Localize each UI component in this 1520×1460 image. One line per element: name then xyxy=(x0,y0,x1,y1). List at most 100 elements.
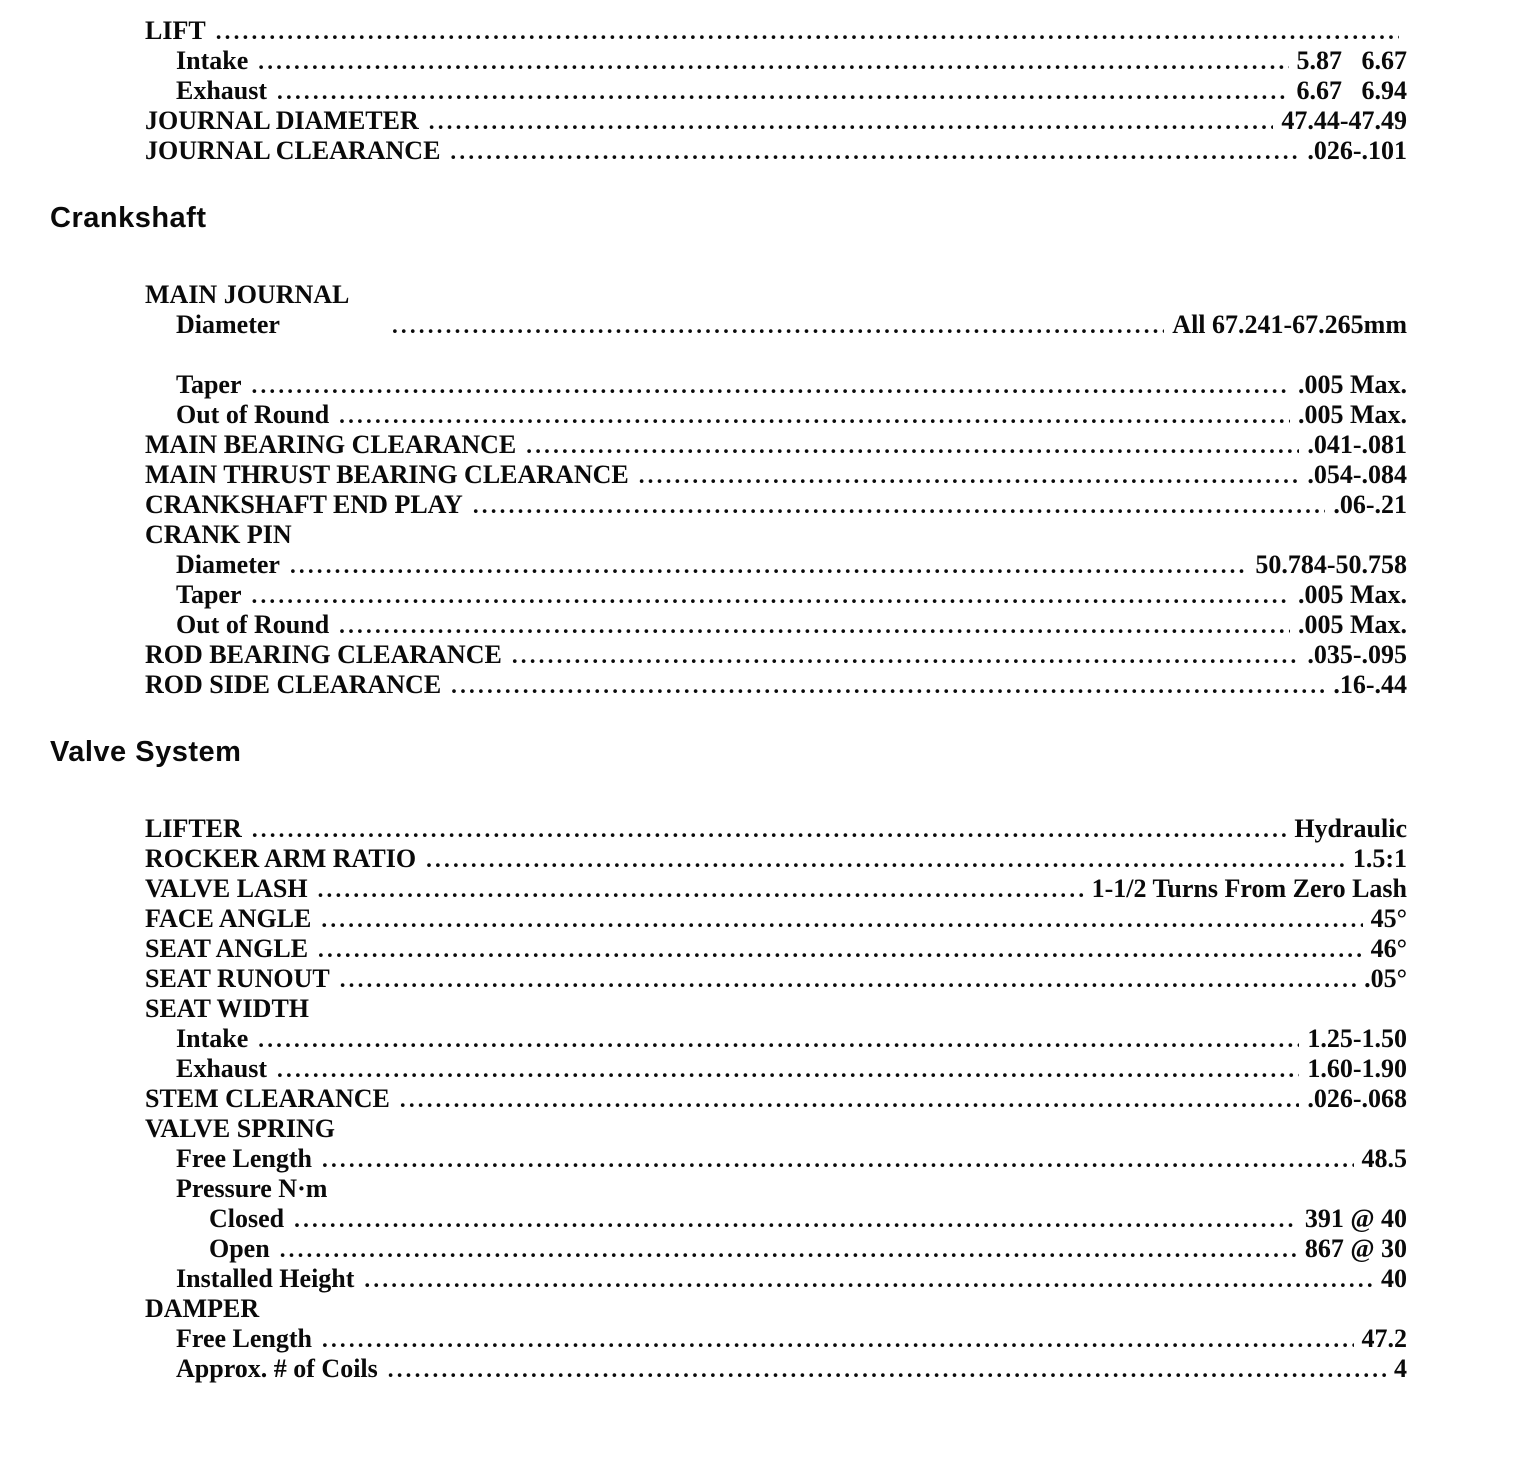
spec-row: STEM CLEARANCE .026-.068 xyxy=(145,1084,1407,1114)
dot-leader xyxy=(426,845,1345,875)
dot-leader xyxy=(322,1145,1354,1175)
spec-value: 47.44-47.49 xyxy=(1281,106,1407,135)
dot-leader xyxy=(277,1055,1299,1085)
spec-label: Pressure N·m xyxy=(176,1174,328,1203)
dot-leader xyxy=(639,461,1300,491)
spec-label: MAIN JOURNAL xyxy=(145,280,350,309)
spec-row: SEAT ANGLE 46° xyxy=(145,934,1407,964)
spec-label: Approx. # of Coils xyxy=(176,1354,378,1383)
spec-row: Closed 391 @ 40 xyxy=(145,1204,1407,1234)
spec-value: .026-.101 xyxy=(1307,136,1407,165)
dot-leader xyxy=(388,1355,1386,1385)
spec-row: Free Length 47.2 xyxy=(145,1324,1407,1354)
dot-leader xyxy=(216,17,1399,47)
spec-label: STEM CLEARANCE xyxy=(145,1084,390,1113)
spec-label: Exhaust xyxy=(176,1054,268,1083)
spec-label: Diameter xyxy=(176,310,280,339)
spec-row: MAIN BEARING CLEARANCE .041-.081 xyxy=(145,430,1407,460)
spec-label: ROD SIDE CLEARANCE xyxy=(145,670,442,699)
dot-leader xyxy=(451,671,1325,701)
spec-label: DAMPER xyxy=(145,1294,260,1323)
spec-row: Out of Round .005 Max. xyxy=(145,400,1407,430)
spec-value: 48.5 xyxy=(1361,1144,1408,1173)
spec-list: LIFTERHydraulicROCKER ARM RATIO1.5:1VALV… xyxy=(145,814,1407,1384)
spec-label: Free Length xyxy=(176,1324,312,1353)
spec-label: ROCKER ARM RATIO xyxy=(145,844,417,873)
spec-label: MAIN BEARING CLEARANCE xyxy=(145,430,517,459)
spec-row: JOURNAL CLEARANCE .026-.101 xyxy=(145,136,1407,166)
spec-value: .05° xyxy=(1364,964,1407,993)
spec-label: Free Length xyxy=(176,1144,312,1173)
dot-leader xyxy=(400,1085,1299,1115)
dot-leader xyxy=(318,935,1363,965)
spec-row: Pressure N·m xyxy=(145,1174,1407,1204)
spec-label: FACE ANGLE xyxy=(145,904,312,933)
spec-list: MAIN JOURNALDiameterAll 67.241-67.265mmT… xyxy=(145,280,1407,700)
spec-row: JOURNAL DIAMETER 47.44-47.49 xyxy=(145,106,1407,136)
dot-leader xyxy=(526,431,1299,461)
spec-row: Out of Round .005 Max. xyxy=(145,610,1407,640)
spec-value: .041-.081 xyxy=(1307,430,1407,459)
section-heading: Crankshaft xyxy=(50,202,207,234)
spec-value: All 67.241-67.265mm xyxy=(1172,310,1407,339)
dot-leader xyxy=(252,581,1290,611)
spec-label: SEAT RUNOUT xyxy=(145,964,330,993)
spec-value: 1-1/2 Turns From Zero Lash xyxy=(1091,874,1407,903)
spec-label: LIFT xyxy=(145,16,206,45)
dot-leader xyxy=(322,1325,1354,1355)
dot-leader xyxy=(512,641,1300,671)
spec-row: ROCKER ARM RATIO 1.5:1 xyxy=(145,844,1407,874)
dot-leader xyxy=(473,491,1326,521)
spec-value: 1.25-1.50 xyxy=(1307,1024,1407,1053)
spec-label: Exhaust xyxy=(176,76,268,105)
spec-label: VALVE SPRING xyxy=(145,1114,336,1143)
spec-value: .054-.084 xyxy=(1307,460,1407,489)
spec-label: VALVE LASH xyxy=(145,874,308,903)
spec-document-body: LIFTIntake5.87 6.67Exhaust6.67 6.94JOURN… xyxy=(0,16,1520,1384)
spec-row: CRANKSHAFT END PLAY .06-.21 xyxy=(145,490,1407,520)
spec-row: Approx. # of Coils 4 xyxy=(145,1354,1407,1384)
spec-value: .16-.44 xyxy=(1333,670,1407,699)
spec-row: DAMPER xyxy=(145,1294,1407,1324)
dot-leader xyxy=(339,401,1290,431)
dot-leader xyxy=(340,965,1356,995)
spec-label: ROD BEARING CLEARANCE xyxy=(145,640,502,669)
spec-row: Intake 5.87 6.67 xyxy=(145,46,1407,76)
spec-row: Free Length 48.5 xyxy=(145,1144,1407,1174)
spec-label: SEAT ANGLE xyxy=(145,934,309,963)
dot-leader xyxy=(294,1205,1297,1235)
dot-leader xyxy=(290,551,1247,581)
spec-value: .026-.068 xyxy=(1307,1084,1407,1113)
spec-row: VALVE LASH 1-1/2 Turns From Zero Lash xyxy=(145,874,1407,904)
spec-row: Diameter All 67.241-67.265mm xyxy=(145,310,1407,340)
spec-row: Taper .005 Max. xyxy=(145,370,1407,400)
spec-row: VALVE SPRING xyxy=(145,1114,1407,1144)
spec-label: LIFTER xyxy=(145,814,242,843)
spec-label: Diameter xyxy=(176,550,280,579)
spec-value: .035-.095 xyxy=(1307,640,1407,669)
spec-label: Closed xyxy=(209,1204,285,1233)
section-heading: Valve System xyxy=(50,736,242,768)
spec-value: 391 @ 40 xyxy=(1304,1204,1407,1233)
spec-row: FACE ANGLE 45° xyxy=(145,904,1407,934)
spec-row: Diameter 50.784-50.758 xyxy=(145,550,1407,580)
spec-label: CRANK PIN xyxy=(145,520,292,549)
spec-value: 40 xyxy=(1381,1264,1407,1293)
spec-value: Hydraulic xyxy=(1294,814,1407,843)
spec-value: 50.784-50.758 xyxy=(1255,550,1407,579)
dot-leader xyxy=(450,137,1299,167)
spec-list: LIFTIntake5.87 6.67Exhaust6.67 6.94JOURN… xyxy=(145,16,1407,166)
spec-label: CRANKSHAFT END PLAY xyxy=(145,490,463,519)
spec-value: 5.87 6.67 xyxy=(1296,46,1408,75)
spec-row: ROD SIDE CLEARANCE .16-.44 xyxy=(145,670,1407,700)
spec-row: LIFTER Hydraulic xyxy=(145,814,1407,844)
spec-row: Taper .005 Max. xyxy=(145,580,1407,610)
spec-value: 45° xyxy=(1370,904,1407,933)
spec-label: SEAT WIDTH xyxy=(145,994,310,1023)
dot-leader xyxy=(429,107,1274,137)
spec-row: Open 867 @ 30 xyxy=(145,1234,1407,1264)
spec-value: 6.67 6.94 xyxy=(1296,76,1408,105)
spec-row: Exhaust 1.60-1.90 xyxy=(145,1054,1407,1084)
dot-leader xyxy=(252,371,1290,401)
spec-label: JOURNAL DIAMETER xyxy=(145,106,419,135)
